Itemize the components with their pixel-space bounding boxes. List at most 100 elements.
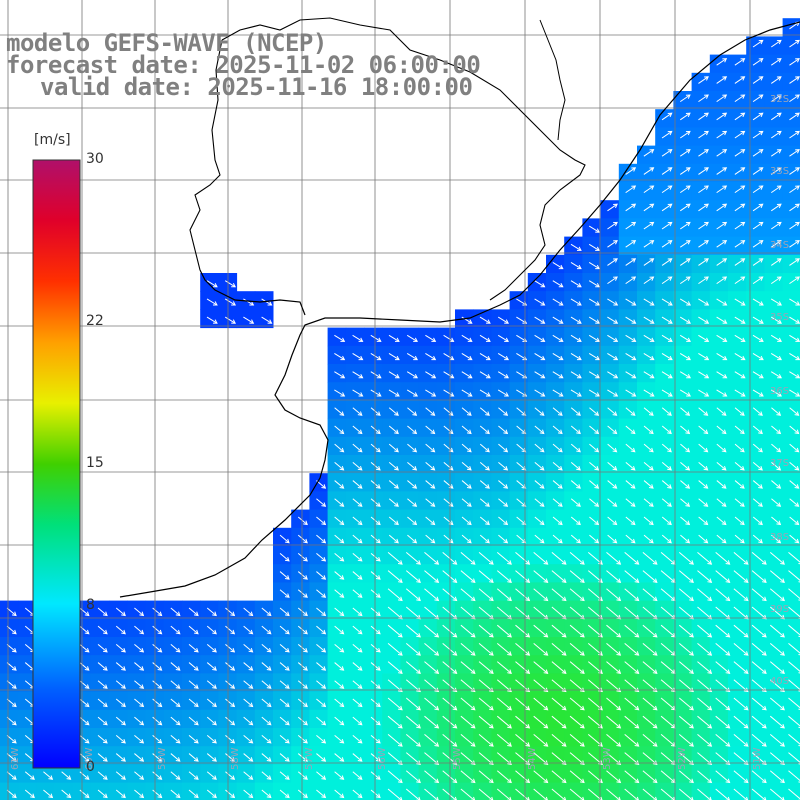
wind-arrow bbox=[515, 770, 530, 783]
wind-arrow bbox=[443, 353, 454, 361]
wind-arrow bbox=[734, 353, 746, 361]
wind-arrow-head bbox=[230, 720, 236, 726]
lon-label: 57W bbox=[304, 747, 315, 770]
wind-arrow-head bbox=[543, 596, 549, 602]
wind-arrow bbox=[79, 662, 90, 671]
wind-arrow-head bbox=[707, 742, 713, 747]
wind-arrow bbox=[698, 298, 709, 306]
wind-arrow bbox=[679, 353, 691, 361]
wind-arrow bbox=[515, 679, 530, 692]
wind-arrow-head bbox=[394, 337, 400, 342]
wind-arrow-head bbox=[11, 775, 17, 780]
wind-arrow bbox=[243, 625, 253, 635]
wind-arrow-head bbox=[761, 560, 767, 565]
wind-arrow bbox=[588, 371, 600, 379]
wind-arrow-head bbox=[740, 149, 746, 154]
wind-arrow-head bbox=[249, 319, 255, 324]
wind-arrow-head bbox=[485, 465, 490, 471]
wind-arrow bbox=[788, 661, 800, 672]
wind-arrow-head bbox=[248, 793, 254, 799]
wind-arrow bbox=[188, 753, 199, 762]
wind-arrow bbox=[388, 407, 399, 416]
wind-arrow-head bbox=[30, 793, 35, 799]
wind-arrow-head bbox=[467, 392, 473, 397]
wind-arrow bbox=[352, 498, 363, 507]
wind-arrow-head bbox=[375, 793, 381, 799]
wind-arrow bbox=[478, 570, 494, 583]
wind-arrow-head bbox=[248, 775, 254, 780]
wind-arrow-head bbox=[375, 520, 381, 526]
wind-arrow bbox=[752, 425, 763, 434]
wind-arrow-head bbox=[303, 720, 308, 726]
wind-arrow bbox=[716, 167, 727, 175]
wind-arrow bbox=[424, 606, 439, 620]
wind-arrow bbox=[715, 588, 730, 601]
wind-arrow-head bbox=[434, 651, 440, 656]
wind-arrow-head bbox=[613, 258, 618, 263]
lat-label: 40S bbox=[770, 676, 789, 687]
wind-arrow-head bbox=[743, 778, 749, 784]
wind-arrow bbox=[660, 788, 675, 800]
wind-arrow-head bbox=[157, 775, 163, 780]
wind-arrow bbox=[569, 697, 585, 711]
wind-arrow bbox=[352, 516, 363, 525]
wind-arrow bbox=[188, 771, 199, 780]
wind-arrow bbox=[460, 606, 476, 620]
wind-arrow-head bbox=[121, 720, 126, 726]
wind-arrow bbox=[134, 716, 144, 726]
wind-arrow bbox=[716, 371, 727, 379]
wind-arrow bbox=[789, 185, 800, 194]
wind-arrow-head bbox=[525, 742, 531, 747]
wind-arrow-head bbox=[525, 578, 531, 583]
wind-arrow-head bbox=[485, 538, 490, 544]
wind-arrow-head bbox=[598, 705, 603, 711]
wind-arrow bbox=[788, 788, 800, 800]
wind-arrow bbox=[789, 240, 800, 248]
wind-arrow bbox=[387, 624, 403, 638]
wind-arrow-head bbox=[507, 778, 512, 784]
wind-arrow bbox=[716, 480, 727, 489]
wind-arrow-head bbox=[11, 684, 17, 689]
wind-arrow bbox=[424, 788, 439, 800]
wind-arrow-head bbox=[212, 720, 217, 726]
wind-arrow bbox=[388, 334, 400, 342]
wind-arrow bbox=[152, 625, 162, 635]
wind-arrow-head bbox=[102, 757, 108, 762]
wind-arrow-head bbox=[452, 687, 458, 693]
wind-arrow bbox=[752, 185, 764, 194]
wind-arrow-head bbox=[758, 167, 764, 172]
wind-arrow bbox=[751, 661, 767, 674]
wind-arrow bbox=[770, 222, 782, 230]
wind-arrow-head bbox=[685, 520, 691, 526]
wind-arrow-head bbox=[704, 337, 710, 342]
wind-arrow bbox=[734, 258, 745, 266]
wind-arrow-head bbox=[685, 465, 691, 471]
wind-arrow bbox=[697, 661, 712, 674]
wind-arrow bbox=[734, 94, 745, 103]
wind-arrow bbox=[316, 534, 326, 544]
wind-arrow-head bbox=[139, 684, 145, 689]
wind-arrow bbox=[733, 715, 749, 729]
wind-arrow-head bbox=[543, 796, 548, 800]
wind-arrow bbox=[134, 643, 144, 653]
wind-arrow bbox=[734, 276, 745, 285]
wind-arrow-head bbox=[504, 374, 509, 379]
wind-arrow bbox=[496, 788, 512, 800]
wind-arrow bbox=[551, 552, 567, 565]
wind-arrow-head bbox=[634, 705, 640, 711]
wind-arrow-head bbox=[357, 575, 363, 580]
wind-arrow-head bbox=[303, 738, 308, 744]
wind-arrow-head bbox=[139, 666, 145, 671]
wind-arrow-head bbox=[543, 760, 549, 765]
wind-arrow-head bbox=[507, 651, 512, 656]
wind-arrow bbox=[370, 552, 381, 562]
wind-arrow bbox=[752, 534, 763, 544]
wind-arrow-head bbox=[339, 684, 345, 689]
wind-arrow bbox=[188, 680, 199, 689]
wind-arrow bbox=[642, 624, 658, 638]
wind-arrow bbox=[225, 643, 235, 653]
wind-arrow bbox=[661, 185, 673, 194]
wind-arrow bbox=[678, 661, 694, 674]
wind-arrow-head bbox=[157, 793, 163, 799]
